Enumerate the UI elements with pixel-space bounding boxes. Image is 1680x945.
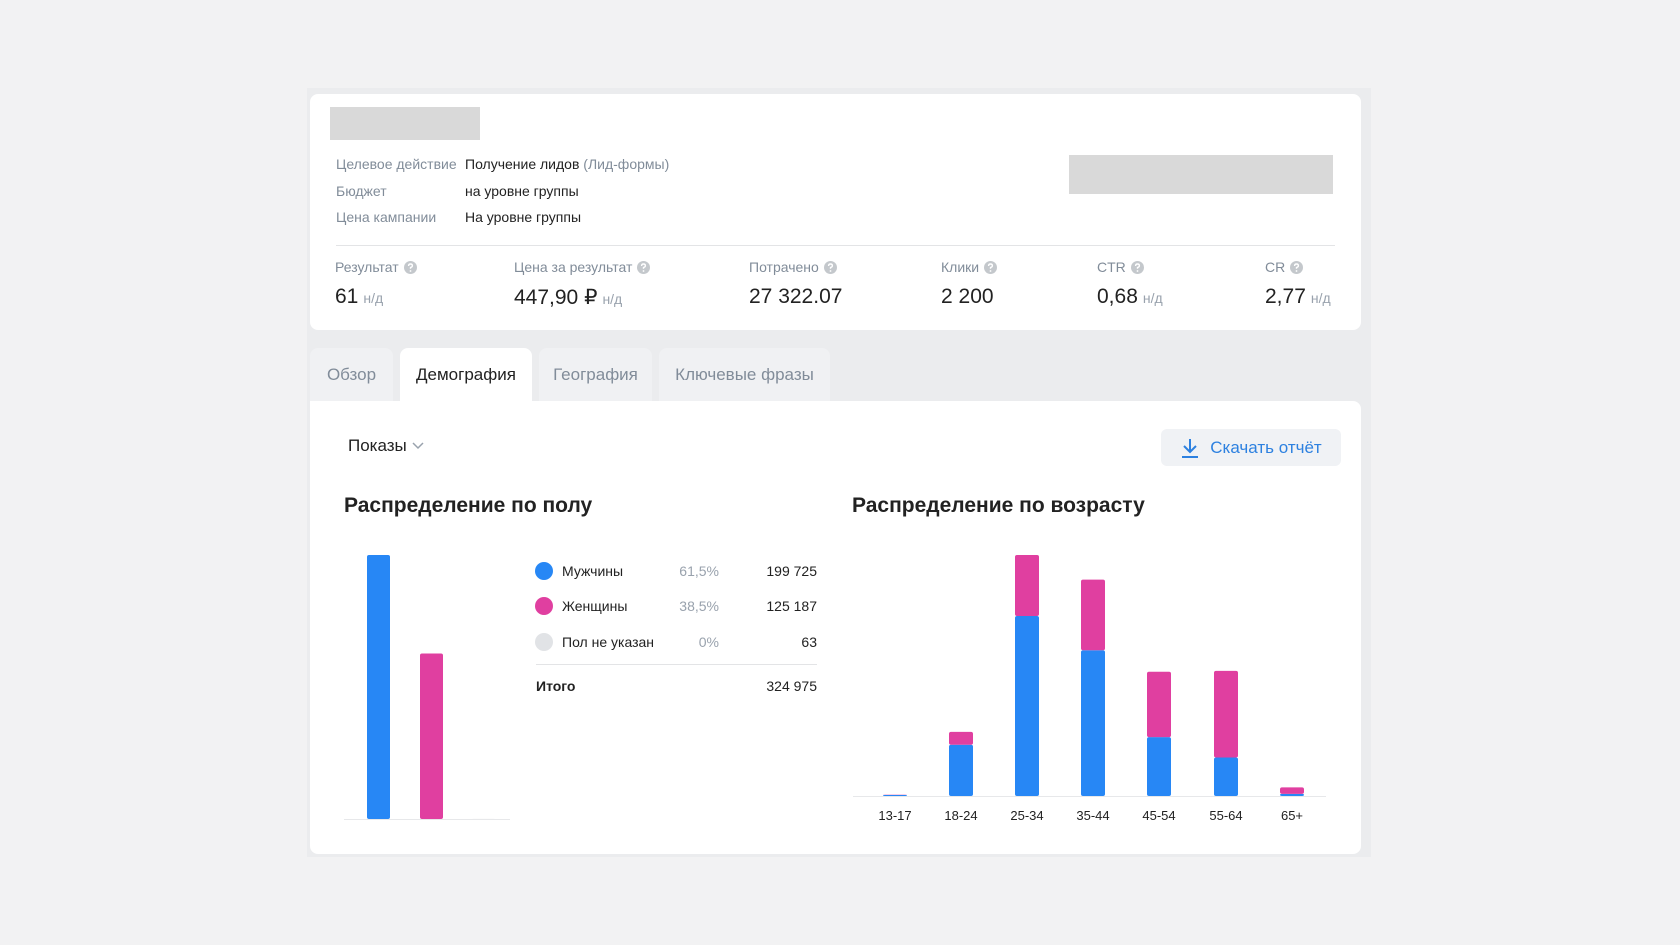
x-tick-label: 18-24: [944, 808, 977, 823]
metric-unit: н/д: [1310, 290, 1331, 306]
metric-label: CTR: [1097, 259, 1144, 275]
legend-dot: [535, 562, 553, 580]
metric-name: CTR: [1097, 259, 1126, 275]
bar-segment: [1147, 737, 1171, 796]
divider: [336, 245, 1335, 246]
tab[interactable]: География: [539, 348, 652, 401]
help-icon[interactable]: [1130, 260, 1144, 274]
metric-value: 447,90 ₽ н/д: [514, 285, 622, 310]
metric-label: Результат: [335, 259, 417, 275]
total-value: 324 975: [766, 678, 817, 694]
field-text: на уровне группы: [465, 183, 579, 199]
legend-value: 199 725: [766, 563, 817, 579]
x-tick-label: 13-17: [878, 808, 911, 823]
legend-label: Пол не указан: [562, 634, 654, 650]
metric-number: 27 322.07: [749, 285, 843, 308]
chevron-icon: [412, 442, 424, 450]
metric-name: Результат: [335, 259, 399, 275]
metric-name: Потрачено: [749, 259, 819, 275]
help-icon[interactable]: [823, 260, 837, 274]
bar-segment: [1214, 757, 1238, 796]
legend-label: Мужчины: [562, 563, 623, 579]
download-button[interactable]: Скачать отчёт: [1161, 429, 1341, 466]
legend-label: Женщины: [562, 598, 627, 614]
metric-label: Клики: [941, 259, 998, 275]
filter-dropdown[interactable]: Показы: [348, 436, 425, 456]
metric-number: 2,77: [1265, 285, 1306, 308]
field-label: Целевое действие: [336, 156, 457, 172]
bar: [367, 555, 390, 819]
field-value: на уровне группы: [465, 183, 579, 199]
field-label: Бюджет: [336, 183, 387, 199]
metric-label: Потрачено: [749, 259, 837, 275]
legend-dot: [535, 597, 553, 615]
legend-value: 125 187: [766, 598, 817, 614]
tab[interactable]: Ключевые фразы: [659, 348, 830, 401]
x-tick-label: 65+: [1281, 808, 1303, 823]
bar-segment: [1147, 671, 1171, 738]
field-value: Получение лидов (Лид-формы): [465, 156, 669, 172]
campaign-card: [310, 94, 1361, 330]
metric-value: 2,77 н/д: [1265, 285, 1331, 309]
legend-share: 38,5%: [679, 598, 719, 614]
x-tick-label: 55-64: [1209, 808, 1242, 823]
metric-unit: н/д: [1142, 290, 1163, 306]
content-card: [310, 401, 1361, 854]
x-tick-label: 35-44: [1076, 808, 1109, 823]
bar-segment: [949, 744, 973, 796]
metric-label: CR: [1265, 259, 1304, 275]
bar-segment: [1280, 793, 1304, 796]
bar-segment: [1015, 555, 1039, 617]
bar-segment: [1280, 787, 1304, 794]
help-icon[interactable]: [984, 260, 998, 274]
bar-segment: [1081, 579, 1105, 651]
field-value: На уровне группы: [465, 209, 581, 225]
field-note: (Лид-формы): [583, 156, 670, 172]
metric-label: Цена за результат: [514, 259, 651, 275]
metric-value: 61 н/д: [335, 285, 383, 309]
metric-value: 27 322.07: [749, 285, 842, 309]
metric-value: 2 200: [941, 285, 994, 309]
total-label: Итого: [536, 678, 575, 694]
bar-segment: [1015, 616, 1039, 796]
metric-number: 2 200: [941, 285, 994, 308]
metric-name: Цена за результат: [514, 259, 633, 275]
metric-unit: н/д: [363, 290, 384, 306]
bar-segment: [1214, 670, 1238, 758]
field-text: Получение лидов: [465, 156, 580, 172]
metric-name: Клики: [941, 259, 980, 275]
metric-value: 0,68 н/д: [1097, 285, 1163, 309]
metric-unit: н/д: [602, 291, 623, 307]
redacted-block: [330, 107, 480, 140]
help-icon[interactable]: [1290, 260, 1304, 274]
legend-value: 63: [801, 634, 817, 650]
tab[interactable]: Обзор: [310, 348, 393, 401]
chart-title: Распределение по полу: [344, 494, 593, 517]
field-label: Цена кампании: [336, 209, 437, 225]
help-icon[interactable]: [637, 260, 651, 274]
bar-segment: [949, 731, 973, 745]
metric-number: 61: [335, 285, 359, 308]
bar-segment: [883, 795, 907, 796]
bar-segment: [1081, 650, 1105, 796]
tab[interactable]: Демография: [400, 348, 532, 401]
help-icon[interactable]: [403, 260, 417, 274]
legend-share: 61,5%: [679, 563, 719, 579]
field-text: На уровне группы: [465, 209, 582, 225]
chart-title: Распределение по возрасту: [852, 494, 1145, 517]
metric-number: 447,90 ₽: [514, 286, 598, 309]
filter-label[interactable]: Показы: [348, 436, 407, 455]
download-label[interactable]: Скачать отчёт: [1210, 437, 1322, 457]
x-tick-label: 25-34: [1010, 808, 1043, 823]
metric-name: CR: [1265, 259, 1286, 275]
download-icon: [1182, 438, 1199, 458]
x-tick-label: 45-54: [1142, 808, 1175, 823]
redacted-block: [1069, 155, 1333, 194]
legend-share: 0%: [699, 634, 719, 650]
metric-number: 0,68: [1097, 285, 1138, 308]
legend-dot: [535, 633, 553, 651]
bar: [420, 653, 443, 819]
